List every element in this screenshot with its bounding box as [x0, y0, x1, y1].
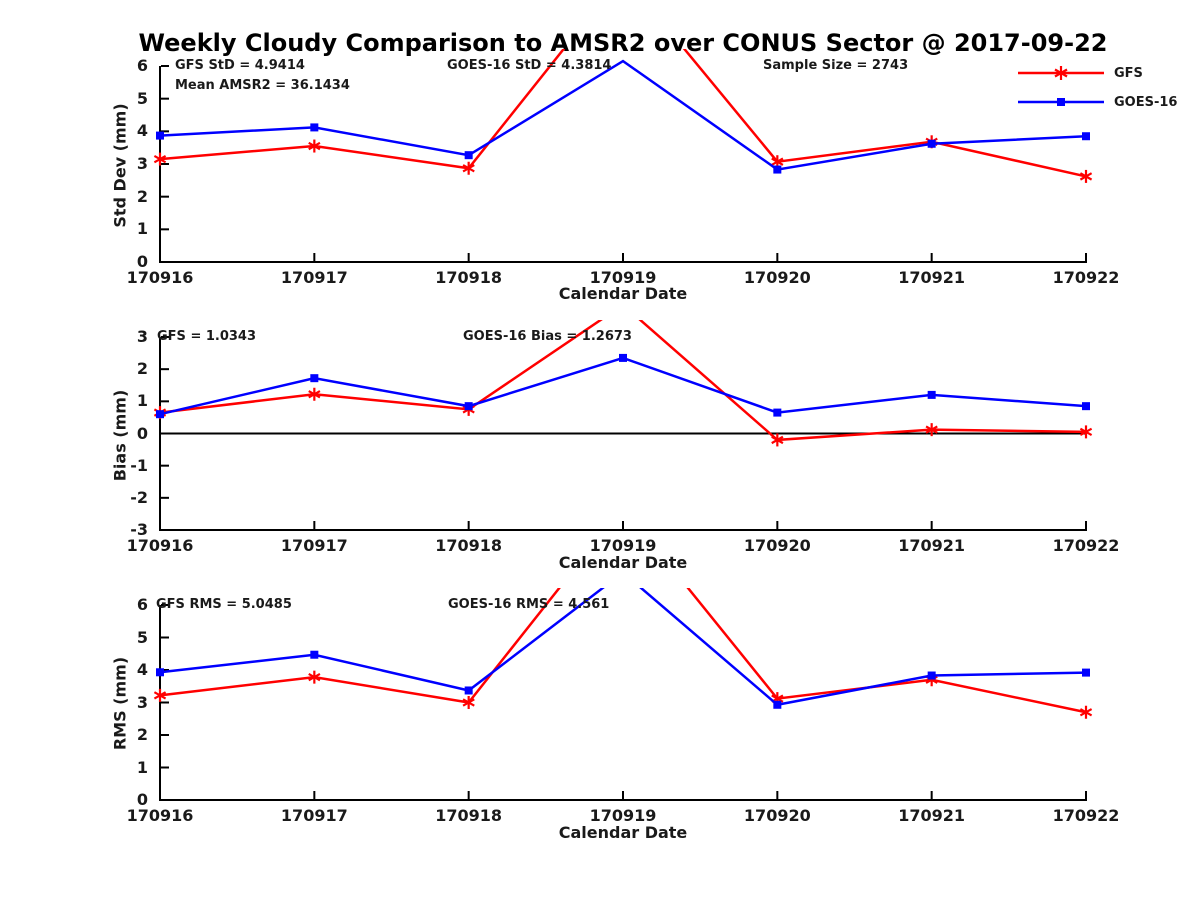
marker-asterisk: [1079, 705, 1093, 719]
marker-square: [156, 131, 164, 140]
y-tick-label: -2: [130, 487, 148, 507]
marker-asterisk: [153, 688, 167, 702]
x-tick-label: 170918: [435, 806, 503, 825]
x-tick-label: 170916: [126, 806, 194, 825]
y-tick-label: 2: [136, 359, 148, 379]
marker-square: [310, 374, 319, 383]
y-tick-label: 3: [136, 154, 148, 173]
x-tick-label: 170918: [435, 536, 503, 555]
marker-square: [1082, 402, 1090, 411]
marker-square: [464, 402, 473, 411]
x-tick-label: 170920: [743, 268, 811, 287]
y-tick-label: 0: [136, 252, 148, 271]
marker-asterisk: [153, 152, 167, 166]
y-tick-label: 2: [136, 186, 148, 206]
y-tick-label: 6: [136, 595, 148, 614]
marker-square: [1082, 132, 1090, 141]
x-axis-label-stddev: Calendar Date: [558, 284, 688, 303]
legend-label-goes16: GOES-16: [1114, 94, 1178, 110]
x-tick-label: 170916: [126, 536, 194, 555]
x-tick-label: 170921: [898, 536, 966, 555]
y-tick-label: 4: [136, 121, 148, 141]
marker-square: [927, 139, 936, 148]
annotation-mean-amsr2: Mean AMSR2 = 36.1434: [175, 78, 350, 93]
x-tick-label: 170919: [589, 268, 657, 287]
marker-asterisk: [462, 161, 475, 175]
marker-square: [927, 671, 936, 680]
x-tick-label: 170918: [435, 268, 503, 287]
marker-asterisk: [771, 433, 784, 447]
x-tick-label: 170917: [280, 268, 348, 287]
plot-area-bias: [153, 320, 1093, 531]
x-axis-label-bias: Calendar Date: [558, 553, 688, 572]
x-tick-label: 170922: [1052, 268, 1120, 287]
marker-square: [156, 410, 164, 419]
y-tick-label: 5: [136, 88, 148, 108]
y-tick-label: 1: [136, 757, 148, 777]
marker-square: [464, 686, 473, 695]
series-line-goes-16: [159, 356, 1087, 416]
legend-item-gfs: GFS: [1015, 63, 1143, 83]
legend-label-gfs: GFS: [1114, 65, 1143, 81]
marker-square: [619, 353, 627, 362]
x-tick-label: 170919: [589, 806, 657, 825]
x-tick-label: 170917: [280, 806, 348, 825]
y-tick-label: 4: [136, 660, 148, 679]
legend-gfs-line-icon: [1018, 66, 1104, 80]
legend-goes16-line-icon: [1018, 98, 1104, 106]
annotation-goes-rms: GOES-16 RMS = 4.561: [448, 597, 610, 612]
x-axis-label-rms: Calendar Date: [558, 823, 688, 842]
y-tick-label: 3: [136, 692, 148, 712]
chart-title: Weekly Cloudy Comparison to AMSR2 over C…: [138, 29, 1108, 57]
annotation-goes-std: GOES-16 StD = 4.3814: [447, 58, 612, 73]
x-tick-label: 170921: [898, 806, 966, 825]
marker-asterisk: [925, 423, 938, 437]
marker-asterisk: [1079, 169, 1093, 183]
legend-item-goes16: GOES-16: [1015, 92, 1177, 112]
annotation-gfs-std: GFS StD = 4.9414: [175, 58, 305, 73]
x-tick-label: 170922: [1052, 806, 1120, 825]
annotation-gfs-bias: GFS = 1.0343: [157, 329, 257, 344]
marker-asterisk: [308, 139, 321, 153]
x-tick-label: 170920: [743, 536, 811, 555]
y-tick-label: 6: [136, 56, 148, 75]
marker-square: [927, 390, 936, 399]
marker-square: [773, 408, 782, 417]
y-tick-label: 5: [136, 627, 148, 647]
marker-square: [773, 165, 782, 174]
x-tick-label: 170920: [743, 806, 811, 825]
plot-area-stddev: [153, 49, 1093, 263]
marker-asterisk: [308, 670, 321, 684]
series-line-gfs: [159, 588, 1087, 714]
annotation-goes-bias: GOES-16 Bias = 1.2673: [463, 329, 632, 344]
x-tick-label: 170919: [589, 536, 657, 555]
marker-square: [310, 650, 319, 659]
marker-square: [156, 668, 164, 677]
annotation-gfs-rms: GFS RMS = 5.0485: [156, 597, 292, 612]
plot-area-rms: [153, 588, 1093, 801]
x-tick-label: 170921: [898, 268, 966, 287]
x-tick-label: 170922: [1052, 536, 1120, 555]
y-tick-label: 0: [136, 790, 148, 809]
annotation-sample-size: Sample Size = 2743: [763, 58, 909, 73]
x-tick-label: 170916: [126, 268, 194, 287]
y-tick-label: 0: [136, 423, 148, 443]
marker-square: [1082, 668, 1090, 677]
y-tick-label: 1: [136, 219, 148, 239]
y-tick-label: -1: [130, 455, 148, 475]
marker-asterisk: [1079, 425, 1093, 439]
series-line-goes-16: [159, 588, 1087, 707]
x-tick-label: 170917: [280, 536, 348, 555]
y-tick-label: -3: [130, 520, 148, 539]
marker-asterisk: [462, 696, 475, 709]
y-tick-label: 3: [136, 327, 148, 346]
y-tick-label: 1: [136, 391, 148, 411]
y-tick-label: 2: [136, 725, 148, 744]
marker-square: [310, 123, 319, 132]
marker-asterisk: [308, 387, 321, 401]
marker-square: [773, 700, 782, 709]
marker-square: [464, 151, 473, 160]
